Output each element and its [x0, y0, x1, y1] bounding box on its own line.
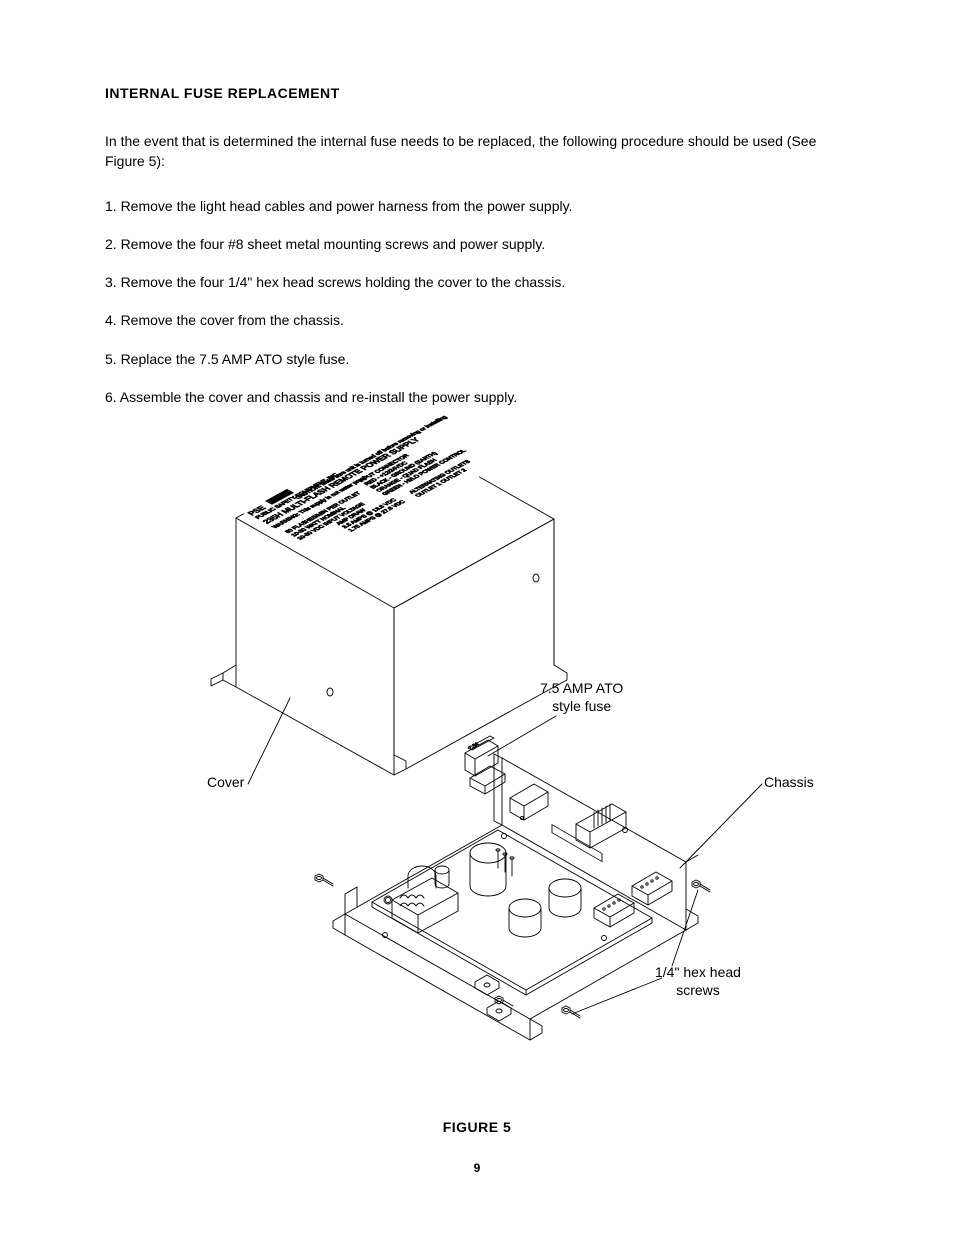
- step-5: 5. Replace the 7.5 AMP ATO style fuse.: [105, 349, 854, 369]
- step-3: 3. Remove the four 1/4" hex head screws …: [105, 272, 854, 292]
- step-2: 2. Remove the four #8 sheet metal mounti…: [105, 234, 854, 254]
- exploded-diagram: PSE PUBLIC SAFETY EQUIPMENT, INC. 235H M…: [0, 398, 954, 1058]
- figure-caption: FIGURE 5: [0, 1119, 954, 1135]
- intro-paragraph: In the event that is determined the inte…: [105, 131, 854, 172]
- step-1: 1. Remove the light head cables and powe…: [105, 196, 854, 216]
- page-number: 9: [0, 1161, 954, 1175]
- hex-screw-icon: [315, 874, 333, 886]
- step-4: 4. Remove the cover from the chassis.: [105, 310, 854, 330]
- hex-screw-icon: [692, 880, 710, 892]
- fuse-icon: 7.5A: [465, 736, 505, 794]
- section-title: INTERNAL FUSE REPLACEMENT: [105, 85, 854, 101]
- figure-5: 7.5 AMP ATO style fuse Cover Chassis 1/4…: [0, 398, 954, 1058]
- page: INTERNAL FUSE REPLACEMENT In the event t…: [0, 0, 954, 1235]
